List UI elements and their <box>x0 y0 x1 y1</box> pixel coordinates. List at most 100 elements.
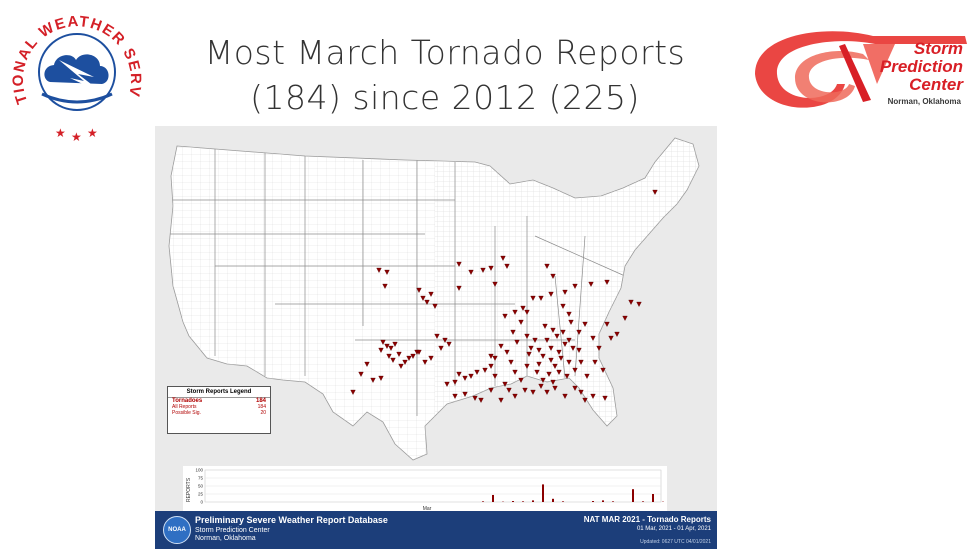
tornado-report-marker <box>392 341 398 347</box>
legend-row-all-reports: All Reports 184 <box>172 404 266 410</box>
tornado-report-marker <box>472 395 478 401</box>
lightning-icon <box>59 60 104 94</box>
tornado-report-marker <box>582 397 588 403</box>
tornado-report-marker <box>592 359 598 365</box>
tornado-report-marker <box>492 373 498 379</box>
tornado-report-marker <box>378 375 384 381</box>
tornado-report-marker <box>604 321 610 327</box>
tornado-report-marker <box>410 353 416 359</box>
tornado-report-marker <box>438 345 444 351</box>
tornado-report-marker <box>416 287 422 293</box>
tornado-report-marker <box>572 385 578 391</box>
tornado-report-marker <box>378 347 384 353</box>
legend-title: Storm Reports Legend <box>168 389 270 398</box>
tornado-report-marker <box>488 353 494 359</box>
tornado-report-marker <box>478 397 484 403</box>
tornado-report-marker <box>428 291 434 297</box>
tornado-report-marker <box>570 345 576 351</box>
tornado-report-marker <box>548 345 554 351</box>
tornado-report-marker <box>390 357 396 363</box>
tornado-report-marker <box>514 339 520 345</box>
histogram-bar <box>602 500 604 502</box>
histogram-bar <box>612 501 614 502</box>
tornado-report-marker <box>564 373 570 379</box>
tornado-report-marker <box>350 389 356 395</box>
tornado-report-marker <box>386 353 392 359</box>
tornado-report-marker <box>488 265 494 271</box>
tornado-report-marker <box>504 349 510 355</box>
spc-location: Norman, Oklahoma <box>887 97 961 106</box>
tornado-report-marker <box>552 363 558 369</box>
histogram-bar <box>512 501 514 502</box>
tornado-report-marker <box>588 281 594 287</box>
tornado-report-marker <box>488 363 494 369</box>
tornado-report-marker <box>502 381 508 387</box>
tornado-report-marker <box>576 347 582 353</box>
tornado-report-marker <box>636 301 642 307</box>
footer-db-title: Preliminary Severe Weather Report Databa… <box>195 515 388 525</box>
tornado-report-marker <box>562 341 568 347</box>
tornado-report-marker <box>542 323 548 329</box>
tornado-report-marker <box>502 313 508 319</box>
tornado-report-marker <box>556 349 562 355</box>
tornado-report-marker <box>558 355 564 361</box>
tornado-report-marker <box>468 373 474 379</box>
tornado-report-marker <box>596 345 602 351</box>
tornado-report-marker <box>442 337 448 343</box>
footer-date-range: 01 Mar, 2021 - 01 Apr, 2021 <box>636 526 711 532</box>
histogram-bar <box>482 501 484 502</box>
tornado-report-marker <box>566 311 572 317</box>
tornado-report-marker <box>384 269 390 275</box>
footer-location: Norman, Oklahoma <box>195 535 256 542</box>
histogram-ytick-label: 50 <box>198 484 204 489</box>
tornado-report-marker <box>396 351 402 357</box>
tornado-report-marker <box>528 345 534 351</box>
tornado-report-marker <box>566 337 572 343</box>
tornado-report-marker <box>416 349 422 355</box>
tornado-markers <box>350 189 658 403</box>
legend-row-tornadoes: Tornadoes 184 <box>172 398 266 404</box>
tornado-report-marker <box>538 295 544 301</box>
spc-wordmark: Storm Prediction Center <box>879 39 963 94</box>
tornado-report-marker <box>384 343 390 349</box>
map-legend: Storm Reports Legend Tornadoes 184 All R… <box>167 386 271 434</box>
tornado-report-marker <box>532 337 538 343</box>
tornado-report-marker <box>562 289 568 295</box>
tornado-report-marker <box>456 371 462 377</box>
tornado-report-marker <box>556 369 562 375</box>
tornado-report-marker <box>402 359 408 365</box>
histogram-ytick-label: 25 <box>198 492 204 497</box>
tornado-report-marker <box>590 335 596 341</box>
tornado-report-marker <box>518 319 524 325</box>
tornado-report-marker <box>572 283 578 289</box>
tornado-report-marker <box>364 361 370 367</box>
tornado-report-marker <box>468 269 474 275</box>
star-icon: ★ <box>71 130 82 144</box>
tornado-report-marker <box>406 355 412 361</box>
tornado-report-marker <box>546 371 552 377</box>
tornado-report-marker <box>590 393 596 399</box>
report-map-panel: Storm Reports Legend Tornadoes 184 All R… <box>155 126 717 549</box>
tornado-report-marker <box>550 327 556 333</box>
tornado-report-marker <box>370 377 376 383</box>
tornado-report-marker <box>444 381 450 387</box>
tornado-report-marker <box>530 389 536 395</box>
tornado-report-marker <box>600 367 606 373</box>
tornado-report-marker <box>424 299 430 305</box>
tornado-report-marker <box>434 333 440 339</box>
histogram-chart: REPORTS Mar 100 75 50 25 0 <box>186 468 674 512</box>
tornado-report-marker <box>452 393 458 399</box>
nws-logo: NATIONAL WEATHER SERVICE ★ ★ ★ <box>0 0 150 148</box>
tornado-report-marker <box>550 273 556 279</box>
tornado-report-marker <box>504 263 510 269</box>
footer-report-title: NAT MAR 2021 - Tornado Reports <box>583 515 711 524</box>
histogram-bar <box>642 501 644 502</box>
tornado-report-marker <box>492 355 498 361</box>
tornado-report-marker <box>582 321 588 327</box>
tornado-report-marker <box>548 357 554 363</box>
tornado-report-marker <box>498 397 504 403</box>
page-title: Most March Tornado Reports (184) since 2… <box>150 30 740 120</box>
tornado-report-marker <box>560 303 566 309</box>
tornado-report-marker <box>446 341 452 347</box>
tornado-report-marker <box>376 267 382 273</box>
